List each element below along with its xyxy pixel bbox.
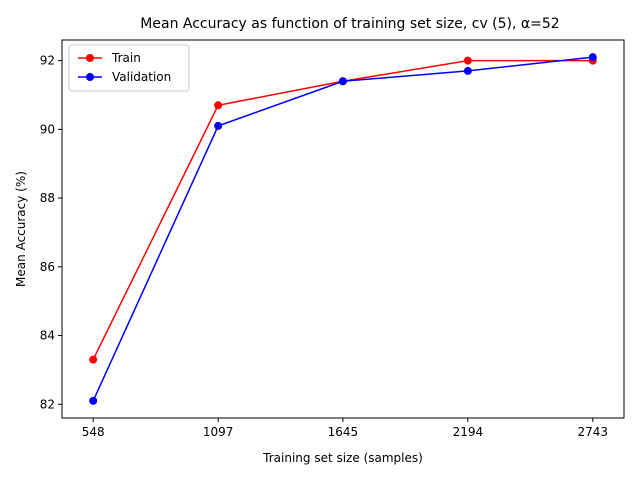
y-tick-label: 92: [40, 54, 55, 68]
x-axis-label: Training set size (samples): [262, 451, 423, 465]
series-layer: [89, 53, 597, 405]
x-axis-ticks: 548 1097 1645 2194 2743: [82, 418, 608, 439]
legend-train-label: Train: [111, 51, 141, 65]
series-train-point: [214, 101, 223, 110]
legend-validation-marker: [86, 73, 94, 81]
series-train-point: [463, 56, 472, 65]
legend-box: [68, 44, 190, 92]
series-train-point: [89, 355, 98, 364]
y-tick-label: 82: [40, 397, 55, 411]
x-tick-label: 2743: [578, 425, 609, 439]
series-validation-point: [89, 396, 98, 405]
x-tick-label: 1645: [328, 425, 359, 439]
y-axis-label: Mean Accuracy (%): [14, 171, 28, 287]
y-tick-label: 88: [40, 191, 55, 205]
chart-title: Mean Accuracy as function of training se…: [140, 16, 559, 32]
series-validation-point: [588, 53, 597, 62]
y-tick-label: 86: [40, 260, 55, 274]
series-validation-point: [214, 121, 223, 130]
y-tick-label: 90: [40, 122, 55, 136]
x-tick-label: 548: [82, 425, 105, 439]
plot-area: [61, 39, 625, 419]
series-validation-point: [463, 66, 472, 75]
legend-train-marker: [86, 54, 94, 62]
y-axis-ticks: 82 84 86 88 90 92: [40, 54, 62, 411]
legend: Train Validation: [68, 44, 190, 92]
x-tick-label: 1097: [203, 425, 234, 439]
series-validation-point: [338, 77, 347, 86]
x-tick-label: 2194: [453, 425, 484, 439]
y-tick-label: 84: [40, 329, 55, 343]
legend-validation-label: Validation: [112, 70, 171, 84]
